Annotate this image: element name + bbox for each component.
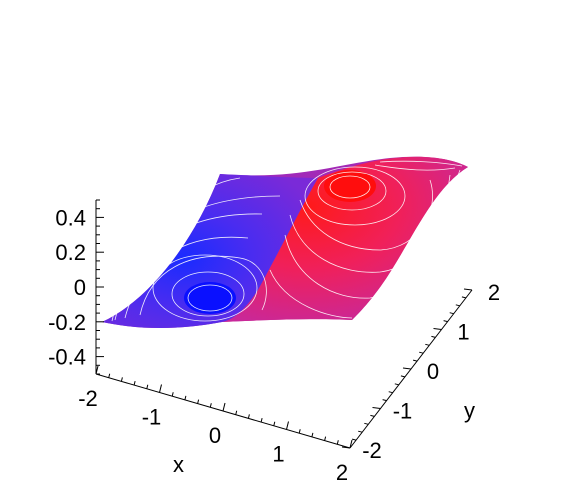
x-tick [120, 377, 123, 382]
y-tick-label: 2 [488, 280, 500, 305]
x-tick-label: 2 [336, 460, 348, 485]
x-tick [95, 365, 99, 375]
y-tick-label: 1 [457, 320, 469, 345]
z-tick-label: -0.2 [48, 310, 86, 335]
y-tick [431, 335, 436, 338]
y-tick [388, 391, 393, 394]
x-tick [184, 395, 187, 401]
y-tick [461, 296, 467, 299]
contour-lines [111, 160, 463, 322]
x-axis: -2 -1 0 1 2 x [78, 365, 353, 485]
y-tick [412, 359, 418, 362]
surface-low-region [102, 174, 318, 328]
x-tick [349, 439, 353, 449]
surface [102, 156, 468, 328]
x-tick [311, 432, 314, 438]
y-tick [341, 446, 351, 449]
y-tick [394, 383, 399, 386]
y-tick [372, 407, 381, 409]
y-tick [449, 312, 454, 315]
x-tick-label: -1 [142, 405, 162, 430]
y-tick [402, 367, 412, 370]
z-tick-marks [96, 199, 104, 375]
y-tick-marks [341, 288, 473, 449]
y-tick [443, 320, 448, 323]
y-axis-label: y [464, 398, 475, 423]
y-tick-label: -1 [393, 399, 413, 424]
z-axis: -0.4 -0.2 0 0.2 0.4 [48, 199, 104, 375]
x-tick-label: 1 [272, 442, 284, 467]
x-tick [235, 410, 238, 415]
x-tick [298, 429, 301, 434]
y-tick [433, 328, 442, 330]
x-tick [273, 421, 276, 426]
x-tick-label: 0 [209, 423, 221, 448]
x-axis-label: x [173, 452, 184, 477]
z-tick-label: 0.4 [55, 205, 86, 230]
y-tick [455, 304, 460, 307]
x-tick [209, 403, 212, 408]
y-tick [382, 399, 387, 402]
y-tick [425, 343, 430, 346]
y-axis: -2 -1 012 y [341, 280, 500, 463]
surface-high-region [222, 156, 468, 322]
x-tick [159, 384, 162, 393]
y-tick [370, 414, 375, 417]
x-tick [286, 421, 289, 430]
x-tick [247, 414, 250, 419]
z-tick-label: 0.2 [55, 240, 86, 265]
x-tick [133, 380, 136, 386]
x-tick [108, 373, 111, 378]
y-tick [400, 375, 406, 378]
x-tick [324, 436, 327, 441]
y-tick-label: -2 [362, 438, 382, 463]
x-tick-marks [95, 365, 353, 449]
y-tick-label: 0 [427, 359, 439, 384]
y-tick [463, 288, 473, 291]
surface-peak [324, 170, 376, 202]
z-tick-label: 0 [74, 275, 86, 300]
x-tick [171, 392, 174, 397]
y-tick [364, 422, 369, 425]
y-tick [358, 430, 363, 433]
x-tick [197, 399, 200, 404]
surface-well [184, 282, 236, 314]
y-tick [419, 351, 424, 354]
x-tick [222, 402, 226, 412]
x-tick [260, 417, 263, 423]
x-tick [336, 440, 339, 445]
z-tick-label: -0.4 [48, 345, 86, 370]
x-tick [146, 384, 149, 389]
x-tick-label: -2 [78, 386, 98, 411]
y-tick [351, 438, 357, 441]
